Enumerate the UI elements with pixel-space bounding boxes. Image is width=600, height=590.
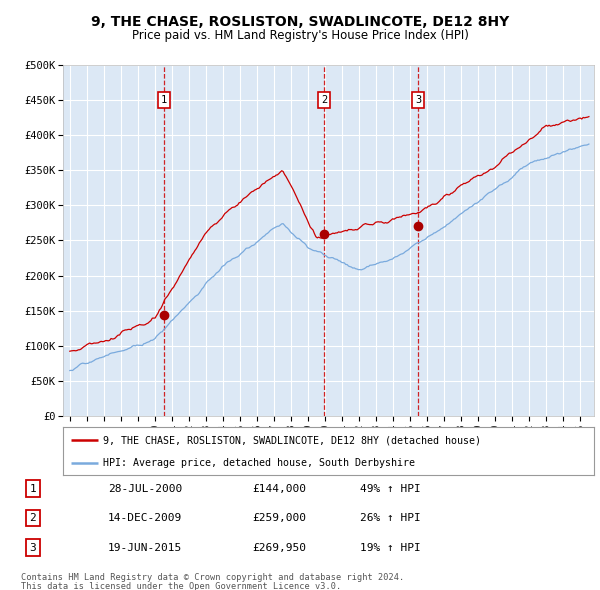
Text: This data is licensed under the Open Government Licence v3.0.: This data is licensed under the Open Gov…	[21, 582, 341, 590]
Text: 9, THE CHASE, ROSLISTON, SWADLINCOTE, DE12 8HY: 9, THE CHASE, ROSLISTON, SWADLINCOTE, DE…	[91, 15, 509, 29]
Text: 1: 1	[29, 484, 37, 493]
Text: 19-JUN-2015: 19-JUN-2015	[108, 543, 182, 552]
Text: £144,000: £144,000	[252, 484, 306, 493]
Text: 3: 3	[29, 543, 37, 552]
Text: 14-DEC-2009: 14-DEC-2009	[108, 513, 182, 523]
Text: 9, THE CHASE, ROSLISTON, SWADLINCOTE, DE12 8HY (detached house): 9, THE CHASE, ROSLISTON, SWADLINCOTE, DE…	[103, 435, 481, 445]
Text: £259,000: £259,000	[252, 513, 306, 523]
Text: 3: 3	[415, 95, 421, 105]
Text: 19% ↑ HPI: 19% ↑ HPI	[360, 543, 421, 552]
Text: Price paid vs. HM Land Registry's House Price Index (HPI): Price paid vs. HM Land Registry's House …	[131, 30, 469, 42]
Text: 49% ↑ HPI: 49% ↑ HPI	[360, 484, 421, 493]
Text: 2: 2	[321, 95, 328, 105]
Text: 1: 1	[161, 95, 167, 105]
Text: 26% ↑ HPI: 26% ↑ HPI	[360, 513, 421, 523]
Text: Contains HM Land Registry data © Crown copyright and database right 2024.: Contains HM Land Registry data © Crown c…	[21, 573, 404, 582]
Text: 2: 2	[29, 513, 37, 523]
Text: HPI: Average price, detached house, South Derbyshire: HPI: Average price, detached house, Sout…	[103, 458, 415, 468]
Text: £269,950: £269,950	[252, 543, 306, 552]
Text: 28-JUL-2000: 28-JUL-2000	[108, 484, 182, 493]
